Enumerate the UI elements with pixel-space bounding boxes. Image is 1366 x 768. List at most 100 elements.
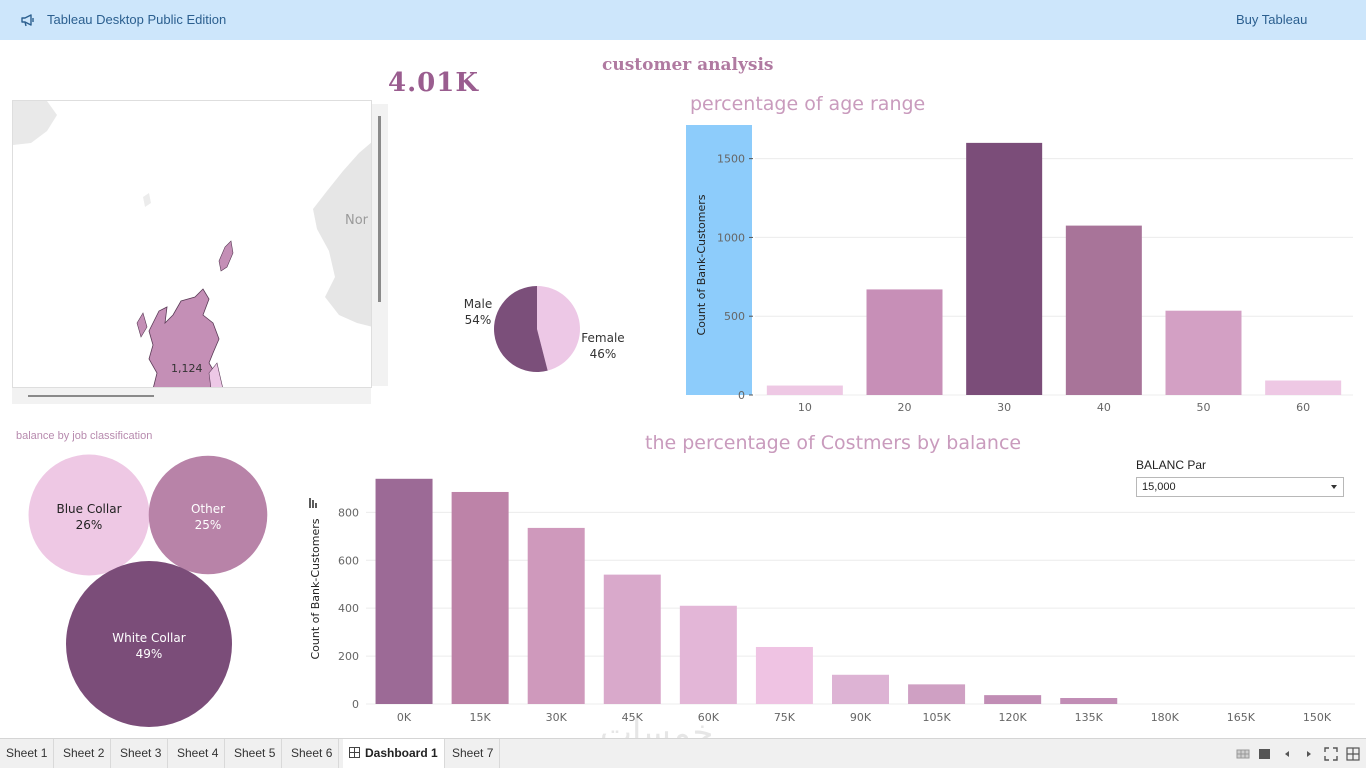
grid-view-icon[interactable] bbox=[1236, 747, 1250, 761]
fullscreen-icon[interactable] bbox=[1324, 747, 1338, 761]
pie-slice-female[interactable] bbox=[537, 286, 580, 371]
tab-sheet-6[interactable]: Sheet 6 bbox=[285, 739, 340, 768]
tab-sheet-4[interactable]: Sheet 4 bbox=[171, 739, 226, 768]
bar-135K[interactable] bbox=[1060, 698, 1118, 704]
map-land-top-left bbox=[13, 101, 57, 145]
buy-tableau-link[interactable]: Buy Tableau bbox=[1236, 12, 1308, 27]
app-title: Tableau Desktop Public Edition bbox=[47, 12, 227, 27]
bar-50[interactable] bbox=[1165, 310, 1242, 395]
bubble-percent: 49% bbox=[136, 647, 163, 661]
x-tick-label: 50 bbox=[1197, 401, 1211, 414]
bar-30[interactable] bbox=[966, 142, 1043, 395]
prev-icon[interactable] bbox=[1280, 747, 1294, 761]
age-range-bar-chart[interactable]: 0 500 1000 1500 Count of Bank-Customers 10 20 3… bbox=[685, 125, 1355, 420]
pie-percent-male: 54% bbox=[465, 313, 492, 327]
pie-slice-male[interactable] bbox=[494, 286, 548, 372]
x-tick-label: 30 bbox=[997, 401, 1011, 414]
x-tick-label: 75K bbox=[774, 711, 796, 724]
axis-highlight bbox=[686, 125, 752, 395]
x-tick-label: 30K bbox=[546, 711, 568, 724]
x-tick-label: 60K bbox=[698, 711, 720, 724]
job-bubble-chart[interactable]: Blue Collar 26% Other 25% White Collar 49% bbox=[0, 450, 300, 730]
map-horizontal-scrollbar[interactable] bbox=[12, 388, 371, 404]
x-tick-label: 120K bbox=[999, 711, 1028, 724]
bubble-percent: 25% bbox=[195, 518, 222, 532]
map-region-hebrides bbox=[136, 312, 148, 338]
bar-120K[interactable] bbox=[984, 695, 1042, 704]
tab-sheet-1[interactable]: Sheet 1 bbox=[0, 739, 55, 768]
bubble-white-collar[interactable] bbox=[66, 561, 232, 727]
bubble-label: Other bbox=[191, 502, 225, 516]
tab-sheet-7[interactable]: Sheet 7 bbox=[446, 739, 501, 768]
sort-icon[interactable] bbox=[309, 498, 317, 508]
x-tick-label: 45K bbox=[622, 711, 644, 724]
job-chart-title: balance by job classification bbox=[16, 430, 153, 442]
tab-sheet-3[interactable]: Sheet 3 bbox=[114, 739, 169, 768]
y-axis-title: Count of Bank-Customers bbox=[309, 518, 322, 659]
bubble-percent: 26% bbox=[76, 518, 103, 532]
bar-90K[interactable] bbox=[832, 674, 889, 704]
parameter-value: 15,000 bbox=[1142, 481, 1176, 493]
map-vscroll-thumb[interactable] bbox=[378, 116, 381, 302]
x-tick-label: 15K bbox=[470, 711, 492, 724]
map-region-scotland bbox=[148, 288, 223, 387]
balance-chart-title: the percentage of Costmers by balance bbox=[645, 432, 1022, 454]
x-tick-label: 20 bbox=[898, 401, 912, 414]
tab-label: Dashboard 1 bbox=[365, 746, 438, 760]
split-grid-icon[interactable] bbox=[1346, 747, 1360, 761]
bar-40[interactable] bbox=[1065, 225, 1142, 395]
next-icon[interactable] bbox=[1302, 747, 1316, 761]
bar-20[interactable] bbox=[866, 289, 943, 395]
map-vertical-scrollbar[interactable] bbox=[372, 104, 388, 386]
tab-label: Sheet 4 bbox=[177, 746, 219, 760]
x-tick-label: 40 bbox=[1097, 401, 1111, 414]
bar-75K[interactable] bbox=[755, 646, 813, 704]
map-hscroll-thumb[interactable] bbox=[28, 395, 154, 397]
bar-60K[interactable] bbox=[679, 605, 737, 704]
bar-105K[interactable] bbox=[908, 684, 966, 704]
bar-60[interactable] bbox=[1265, 380, 1342, 395]
tab-sheet-2[interactable]: Sheet 2 bbox=[57, 739, 112, 768]
dashboard-title: customer analysis bbox=[602, 55, 774, 75]
parameter-dropdown[interactable]: 15,000 bbox=[1136, 477, 1344, 497]
tab-label: Sheet 5 bbox=[234, 746, 276, 760]
bar-10[interactable] bbox=[766, 385, 843, 395]
dashboard-grid-icon bbox=[349, 747, 360, 758]
bubble-other[interactable] bbox=[148, 455, 268, 575]
bar-30K[interactable] bbox=[527, 527, 585, 704]
bubble-blue-collar[interactable] bbox=[28, 454, 150, 576]
bar-15K[interactable] bbox=[451, 491, 509, 704]
pie-percent-female: 46% bbox=[590, 347, 617, 361]
y-tick-label: 600 bbox=[338, 554, 359, 567]
tab-label: Sheet 3 bbox=[120, 746, 162, 760]
x-tick-label: 150K bbox=[1303, 711, 1332, 724]
megaphone-icon bbox=[21, 14, 34, 27]
y-tick-label: 800 bbox=[338, 506, 359, 519]
y-tick-label: 200 bbox=[338, 650, 359, 663]
sheet-tab-bar: Sheet 1 Sheet 2 Sheet 3 Sheet 4 Sheet 5 … bbox=[0, 738, 1366, 768]
x-tick-label: 10 bbox=[798, 401, 812, 414]
map-region-england bbox=[208, 362, 223, 387]
tab-sheet-5[interactable]: Sheet 5 bbox=[228, 739, 283, 768]
map-value-label: 1,124 bbox=[171, 362, 203, 375]
y-axis-title: Count of Bank-Customers bbox=[695, 194, 708, 335]
tab-label: Sheet 7 bbox=[452, 746, 494, 760]
balance-bar-chart[interactable]: 0 200 400 600 800 Count of Bank-Customers 0K 15… bbox=[305, 468, 1360, 730]
bar-45K[interactable] bbox=[603, 574, 661, 704]
gender-pie-chart[interactable]: Male 54% Female 46% bbox=[440, 280, 640, 380]
tab-dashboard-1[interactable]: Dashboard 1 bbox=[343, 739, 445, 768]
x-tick-label: 0K bbox=[397, 711, 412, 724]
bar-0K[interactable] bbox=[375, 478, 433, 704]
y-tick-label: 0 bbox=[352, 698, 359, 711]
x-tick-label: 165K bbox=[1227, 711, 1256, 724]
x-tick-label: 60 bbox=[1296, 401, 1310, 414]
chevron-down-icon[interactable] bbox=[1327, 480, 1341, 494]
map-land-norway bbox=[313, 142, 371, 327]
customer-map[interactable]: Nor 1,124 bbox=[12, 100, 372, 388]
bubble-label: Blue Collar bbox=[56, 502, 121, 516]
x-tick-label: 135K bbox=[1075, 711, 1104, 724]
parameter-label: BALANC Par bbox=[1136, 458, 1207, 472]
tab-label: Sheet 2 bbox=[63, 746, 105, 760]
top-bar: Tableau Desktop Public Edition Buy Table… bbox=[0, 0, 1366, 40]
filmstrip-icon[interactable] bbox=[1258, 747, 1272, 761]
